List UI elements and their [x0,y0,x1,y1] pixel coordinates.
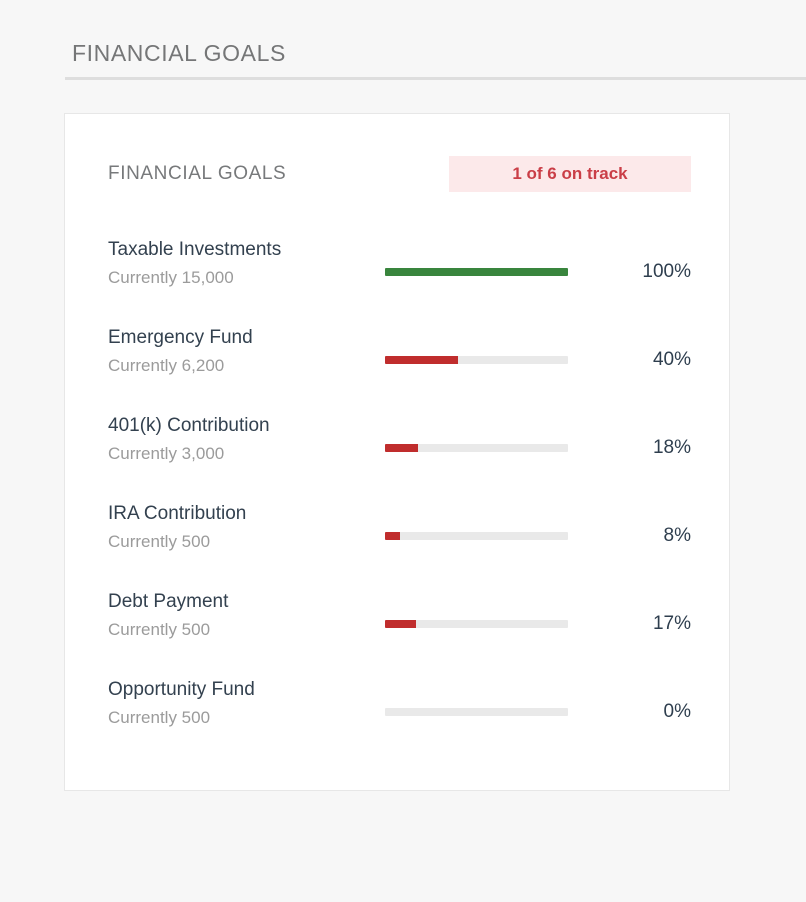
card-header: FINANCIAL GOALS 1 of 6 on track [108,156,691,192]
page-title-divider [65,77,806,80]
goal-percent: 40% [652,348,691,370]
page-title: FINANCIAL GOALS [72,40,286,66]
progress-fill [385,355,459,364]
goal-name: Emergency Fund [108,326,253,348]
progress-track [385,355,568,364]
progress-fill [385,267,568,276]
goal-row: Emergency Fund Currently 6,200 40% [108,323,691,380]
goal-current-amount: Currently 500 [108,532,211,552]
goal-name: 401(k) Contribution [108,414,270,436]
financial-goals-card: FINANCIAL GOALS 1 of 6 on track Taxable … [64,113,730,791]
goal-row: IRA Contribution Currently 500 8% [108,499,691,556]
goal-info: Emergency Fund Currently 6,200 [108,325,385,378]
goal-current-amount: Currently 500 [108,620,211,640]
progress-fill [385,531,400,540]
goal-name: Debt Payment [108,590,229,612]
goal-progress-bar [385,619,568,628]
goal-info: IRA Contribution Currently 500 [108,501,385,554]
goal-name: Opportunity Fund [108,678,255,700]
on-track-status-badge: 1 of 6 on track [449,156,691,192]
goal-percent: 100% [642,260,691,282]
goal-percent: 18% [652,436,691,458]
card-title: FINANCIAL GOALS [108,163,287,184]
goal-info: 401(k) Contribution Currently 3,000 [108,413,385,466]
goal-current-amount: Currently 15,000 [108,268,234,288]
goal-progress-bar [385,355,568,364]
goal-row: Opportunity Fund Currently 500 0% [108,675,691,732]
goal-percent: 17% [652,612,691,634]
goal-row: Debt Payment Currently 500 17% [108,587,691,644]
goal-name: Taxable Investments [108,238,282,260]
progress-track [385,531,568,540]
progress-fill [385,443,418,452]
goal-info: Taxable Investments Currently 15,000 [108,237,385,290]
goal-current-amount: Currently 3,000 [108,444,225,464]
goal-percent: 8% [663,524,691,546]
progress-track [385,619,568,628]
goal-current-amount: Currently 500 [108,708,211,728]
progress-track [385,443,568,452]
financial-goals-page: { "page": { "title": "FINANCIAL GOALS" }… [0,40,806,902]
goal-info: Opportunity Fund Currently 500 [108,677,385,730]
progress-track [385,267,568,276]
goals-list: Taxable Investments Currently 15,000 100… [108,235,691,732]
goal-progress-bar [385,443,568,452]
progress-track [385,707,568,716]
goal-progress-bar [385,267,568,276]
goal-progress-bar [385,707,568,716]
goal-progress-bar [385,531,568,540]
progress-fill [385,619,417,628]
goal-name: IRA Contribution [108,502,247,524]
goal-current-amount: Currently 6,200 [108,356,225,376]
goal-info: Debt Payment Currently 500 [108,589,385,642]
goal-row: 401(k) Contribution Currently 3,000 18% [108,411,691,468]
goal-row: Taxable Investments Currently 15,000 100… [108,235,691,292]
goal-percent: 0% [663,700,691,722]
